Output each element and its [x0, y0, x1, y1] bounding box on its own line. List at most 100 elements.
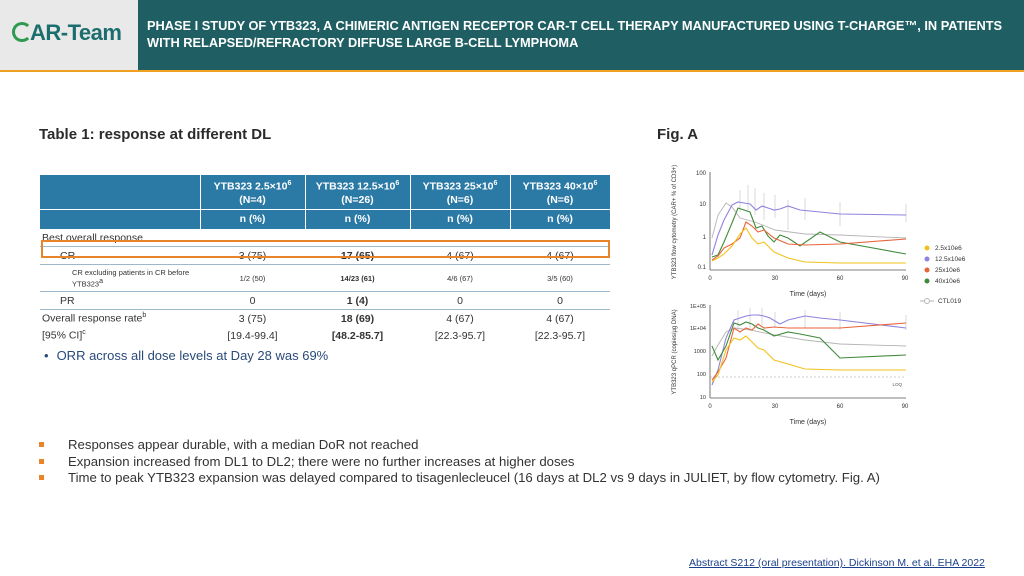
top-xtick: 90 — [902, 276, 909, 282]
table-cell: 4 (67) — [446, 312, 474, 325]
best-overall-response-label: Best overall response — [40, 229, 610, 247]
table-cell: 3 (75) — [238, 312, 267, 325]
table-cell: [48.2-85.7] — [331, 329, 384, 342]
table-cell: 0 — [200, 291, 305, 310]
figure-title: Fig. A — [657, 126, 699, 143]
table-subheader-row: n (%) n (%) n (%) n (%) — [40, 209, 611, 229]
car-team-logo: AR-Team — [12, 20, 122, 46]
loq-label: LOQ — [892, 382, 902, 387]
table-cell: 3 (75) — [200, 246, 305, 265]
legend-item: 40x10e6 — [924, 278, 960, 285]
bottom-panel: LOQ 1E+05 1E+04 1000 100 10 0 30 60 90 T… — [672, 304, 909, 426]
slide-title: PHASE I STUDY OF YTB323, A CHIMERIC ANTI… — [147, 18, 1003, 50]
subheader-cell: n (%) — [200, 209, 306, 229]
series-ctl019-bottom — [711, 327, 907, 357]
list-item: Expansion increased from DL1 to DL2; the… — [37, 454, 897, 471]
top-ytick: 0.1 — [698, 265, 707, 271]
table-row: Best overall response — [40, 229, 610, 247]
table-cell: 17 (65) — [305, 246, 410, 265]
row-label: CR — [40, 246, 200, 265]
row-label: Overall response rateb — [42, 312, 147, 325]
key-points-list: Responses appear durable, with a median … — [37, 437, 897, 487]
series-2.5e6-bottom — [711, 335, 906, 383]
top-ytick: 10 — [699, 202, 706, 208]
table-cell: 3/5 (60) — [510, 264, 610, 292]
series-2.5e6 — [711, 227, 906, 264]
table-cell: 0 — [410, 291, 510, 310]
series-40e6-bottom — [711, 321, 907, 362]
table-cell: 4 (67) — [546, 312, 574, 325]
table-row-ci: [95% CI]c [19.4-99.4] [48.2-85.7] [22.3-… — [40, 327, 610, 344]
table-cell: 18 (69) — [340, 312, 375, 325]
table-cell: [19.4-99.4] — [227, 329, 278, 342]
bottom-ytick: 100 — [697, 372, 706, 378]
legend-item: CTL019 — [920, 298, 962, 305]
top-xtick: 60 — [837, 276, 844, 282]
table-cell: 0 — [510, 291, 610, 310]
subheader-cell: n (%) — [510, 209, 611, 229]
top-xlabel: Time (days) — [790, 291, 827, 298]
table-row-cr: CR 3 (75) 17 (65) 4 (67) 4 (67) — [40, 246, 610, 265]
top-xtick: 0 — [708, 276, 712, 282]
legend-label: 12.5x10e6 — [935, 256, 966, 263]
bottom-ytick: 10 — [700, 395, 706, 401]
series-ctl019 — [711, 202, 907, 239]
column-header: YTB323 12.5×106 (N=26) — [305, 175, 411, 210]
table-cell: 4 (67) — [410, 246, 510, 265]
series-12.5e6 — [711, 201, 907, 256]
reference-link[interactable]: Abstract S212 (oral presentation). Dicki… — [689, 557, 985, 569]
row-label: PR — [40, 291, 200, 310]
logo-box: AR-Team — [0, 0, 138, 70]
bottom-ylabel: YTB323 qPCR (copies/µg DNA) — [672, 309, 678, 394]
table-cell: 4/6 (67) — [410, 264, 510, 292]
bottom-ytick: 1E+05 — [690, 304, 706, 310]
table-header-blank — [40, 175, 201, 210]
bottom-xtick: 0 — [708, 404, 712, 410]
bottom-xtick: 90 — [902, 404, 909, 410]
top-panel: 100 10 1 0.1 0 30 60 90 Time (days) YTB3… — [672, 165, 909, 298]
bullet-square — [39, 475, 44, 480]
response-table: YTB323 2.5×106 (N=4) YTB323 12.5×106 (N=26… — [40, 175, 611, 344]
list-item: Responses appear durable, with a median … — [37, 437, 897, 454]
series-25e6-bottom — [711, 322, 907, 381]
table-cell: [22.3-95.7] — [434, 329, 486, 342]
series-25e6 — [711, 221, 907, 261]
legend-label: 40x10e6 — [935, 278, 960, 285]
table-row-cr-excluding: CR excluding patients in CR before YTB32… — [40, 264, 610, 292]
legend-label: 25x10e6 — [935, 267, 960, 274]
top-ytick: 1 — [703, 235, 707, 241]
list-item: Time to peak YTB323 expansion was delaye… — [37, 470, 897, 487]
subheader-cell: n (%) — [410, 209, 511, 229]
bottom-ytick: 1E+04 — [690, 326, 706, 332]
column-header: YTB323 25×106 (N=6) — [410, 175, 511, 210]
bottom-xtick: 30 — [772, 404, 779, 410]
legend-item: 12.5x10e6 — [924, 256, 966, 263]
top-xtick: 30 — [772, 276, 779, 282]
legend-item: 2.5x10e6 — [924, 245, 962, 252]
table-cell: 1 (4) — [305, 291, 410, 310]
bottom-xtick: 60 — [837, 404, 844, 410]
bottom-ytick: 1000 — [694, 349, 706, 355]
column-header: YTB323 2.5×106 (N=4) — [200, 175, 306, 210]
table-cell: [22.3-95.7] — [534, 329, 586, 342]
series-40e6 — [711, 207, 907, 258]
bullet-square — [39, 442, 44, 447]
table-row-pr: PR 0 1 (4) 0 0 — [40, 291, 610, 310]
table-cell: 4 (67) — [510, 246, 610, 265]
legend: 2.5x10e6 12.5x10e6 25x10e6 40x10e6 CTL01… — [920, 245, 966, 305]
orr-note: • ORR across all dose levels at Day 28 wa… — [44, 348, 329, 363]
figure-a: 100 10 1 0.1 0 30 60 90 Time (days) YTB3… — [672, 165, 966, 426]
legend-label: 2.5x10e6 — [935, 245, 962, 252]
table-header-row: YTB323 2.5×106 (N=4) YTB323 12.5×106 (N=26… — [40, 175, 611, 210]
subheader-cell: n (%) — [305, 209, 411, 229]
row-label: CR excluding patients in CR before YTB32… — [40, 264, 200, 292]
series-12.5e6-bottom — [711, 314, 907, 386]
bullet-dot: • — [44, 348, 49, 363]
table-cell: 14/23 (61) — [305, 264, 410, 292]
header-accent-line — [0, 70, 1024, 72]
table-cell: 1/2 (50) — [200, 264, 305, 292]
table-title: Table 1: response at different DL — [39, 126, 272, 143]
row-label: [95% CI]c — [42, 329, 86, 342]
slide-header: AR-Team PHASE I STUDY OF YTB323, A CHIME… — [0, 0, 1024, 70]
table-subheader-blank — [40, 209, 201, 229]
